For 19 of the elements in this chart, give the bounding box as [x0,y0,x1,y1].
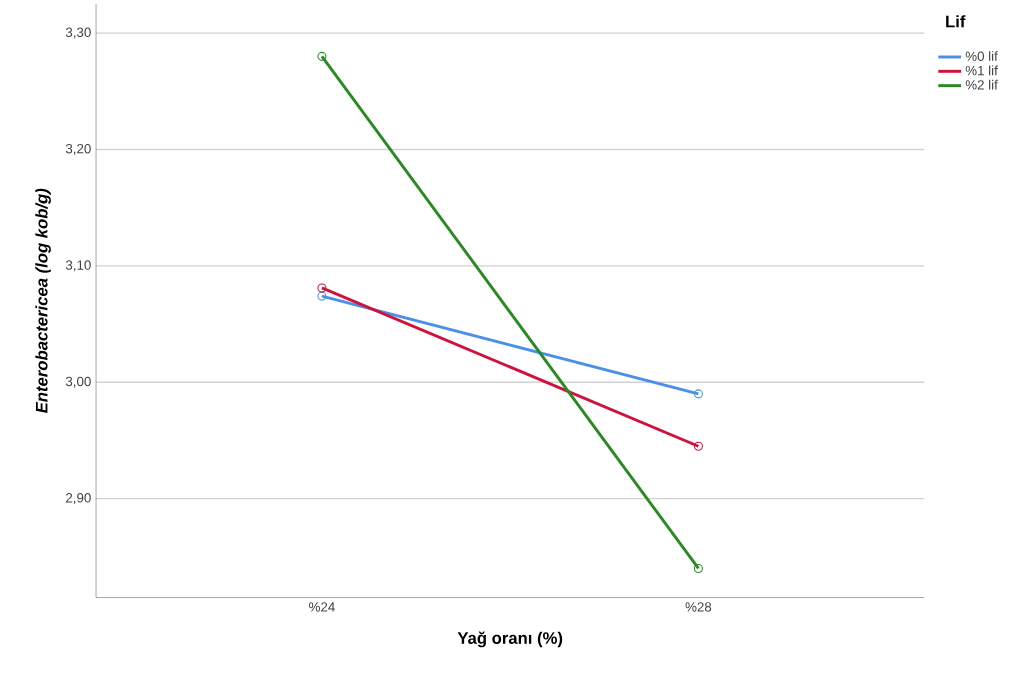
point [693,441,703,451]
legend-label: %0 lif [965,51,998,62]
x-tick-label: %28 [685,602,712,612]
y-axis-title: Enterobactericea (log kob/g) [35,188,51,414]
legend-label: %1 lif [965,65,998,76]
y-tick-label: 2,90 [66,493,91,505]
point [317,52,327,62]
y-tick-label: 3,10 [65,260,91,272]
point [693,389,703,399]
point [317,283,327,293]
x-axis-title: Yağ oranı (%) [457,631,563,648]
point [317,291,327,301]
y-tick-label: 3,30 [65,27,91,39]
legend-label: %2 lif [965,80,998,90]
y-tick-label: 3,20 [65,144,91,156]
legend-title: Lif [946,15,966,28]
x-tick-label: %24 [309,602,335,612]
y-tick-label: 3,00 [65,376,91,388]
point [693,564,703,574]
